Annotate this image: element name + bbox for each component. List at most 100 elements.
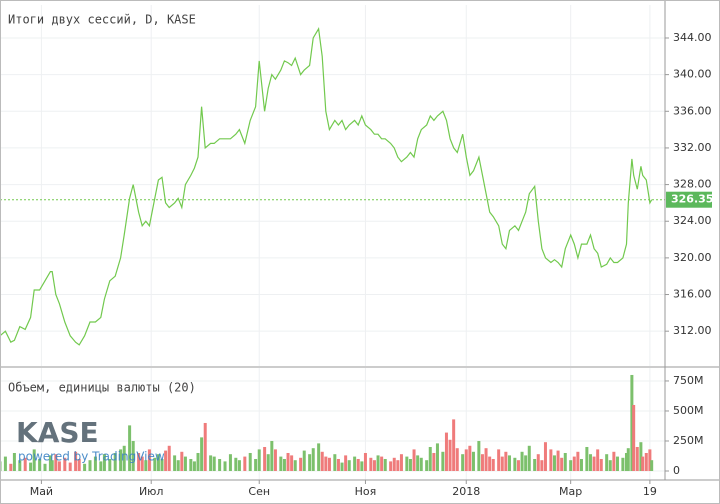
volume-bar	[588, 454, 592, 471]
volume-bar	[347, 460, 351, 471]
volume-bar	[234, 457, 238, 471]
volume-bar	[455, 448, 459, 471]
volume-bar	[641, 456, 645, 471]
volume-bar	[266, 454, 270, 471]
volume-bar	[425, 460, 429, 471]
volume-bar	[650, 460, 654, 471]
volume-bar	[630, 374, 634, 471]
volume-bar	[516, 460, 520, 471]
volume-bar	[282, 458, 286, 471]
x-tick-label: Ноя	[355, 485, 377, 498]
volume-bar	[626, 448, 630, 471]
volume-bar	[196, 452, 200, 471]
volume-bar	[160, 458, 164, 471]
y-tick-label: 750M	[673, 374, 704, 387]
volume-bar	[74, 451, 78, 471]
volume-bar	[237, 460, 241, 471]
volume-bar	[257, 449, 261, 471]
volume-bar	[18, 460, 22, 471]
volume-bar	[333, 454, 337, 471]
volume-bar	[108, 458, 112, 471]
volume-bar	[412, 449, 416, 471]
volume-bar	[408, 458, 412, 471]
volume-bar	[3, 456, 7, 471]
volume-bar	[497, 449, 501, 471]
y-tick-label: 344.00	[673, 31, 712, 44]
volume-bar	[605, 454, 609, 471]
volume-bar	[38, 458, 42, 471]
volume-bar	[360, 461, 364, 471]
volume-bar	[293, 460, 297, 471]
volume-bar	[327, 457, 331, 471]
volume-bar	[147, 449, 151, 471]
volume-bar	[153, 457, 157, 471]
volume-bar	[209, 455, 213, 471]
volume-bar	[441, 451, 445, 471]
volume-bar	[635, 446, 639, 471]
volume-bar	[63, 457, 67, 471]
volume-bar	[428, 446, 432, 471]
volume-bar	[336, 458, 340, 471]
volume-bar	[131, 440, 135, 471]
x-tick-label: Мар	[559, 485, 582, 498]
volume-bar	[180, 451, 184, 471]
volume-bar	[102, 454, 106, 471]
volume-bar	[585, 446, 589, 471]
volume-bar	[560, 457, 564, 471]
volume-bar	[468, 445, 472, 471]
volume-bar	[9, 463, 13, 471]
volume-bar	[77, 458, 81, 471]
volume-bar	[88, 460, 92, 471]
volume-bar	[471, 451, 475, 471]
volume-title: Объем, единицы валюты (20)	[8, 381, 196, 395]
volume-bar	[392, 457, 396, 471]
last-price-box	[666, 191, 712, 208]
volume-bar	[513, 457, 517, 471]
volume-bar	[223, 461, 227, 471]
volume-bar	[533, 458, 537, 471]
volume-bar	[263, 446, 267, 471]
volume-bar	[93, 456, 97, 471]
volume-bar	[340, 462, 344, 471]
volume-bar	[302, 450, 306, 471]
volume-bar	[183, 456, 187, 471]
volume-bar	[212, 456, 216, 471]
x-tick-label: Май	[30, 485, 53, 498]
volume-bar	[203, 422, 207, 471]
volume-bar	[156, 454, 160, 471]
volume-bar	[608, 460, 612, 471]
volume-bar	[270, 440, 274, 471]
volume-bar	[356, 458, 360, 471]
volume-bar	[500, 456, 504, 471]
volume-bar	[286, 452, 290, 471]
volume-bar	[248, 452, 252, 471]
volume-bar	[480, 454, 484, 471]
volume-bar	[279, 456, 283, 471]
volume-bar	[228, 454, 232, 471]
volume-bar	[540, 460, 544, 471]
y-tick-label: 250M	[673, 434, 704, 447]
volume-bar	[504, 451, 508, 471]
volume-bar	[464, 449, 468, 471]
x-tick-label: 19	[643, 485, 657, 498]
volume-bar	[576, 451, 580, 471]
volume-bar	[83, 463, 87, 471]
volume-bar	[579, 458, 583, 471]
volume-bar	[549, 449, 553, 471]
volume-bar	[621, 457, 625, 471]
volume-bar	[192, 461, 196, 471]
volume-bar	[353, 456, 357, 471]
volume-bar	[57, 461, 61, 471]
volume-bar	[644, 452, 648, 471]
y-tick-label: 320.00	[673, 251, 712, 264]
volume-bar	[144, 460, 148, 471]
volume-bar	[54, 454, 58, 471]
volume-bar	[444, 432, 448, 471]
volume-bar	[416, 455, 420, 471]
y-tick-label: 0	[673, 464, 680, 477]
volume-bar	[543, 442, 547, 471]
volume-bar	[324, 456, 328, 471]
volume-bar	[432, 452, 436, 471]
volume-bar	[477, 440, 481, 471]
